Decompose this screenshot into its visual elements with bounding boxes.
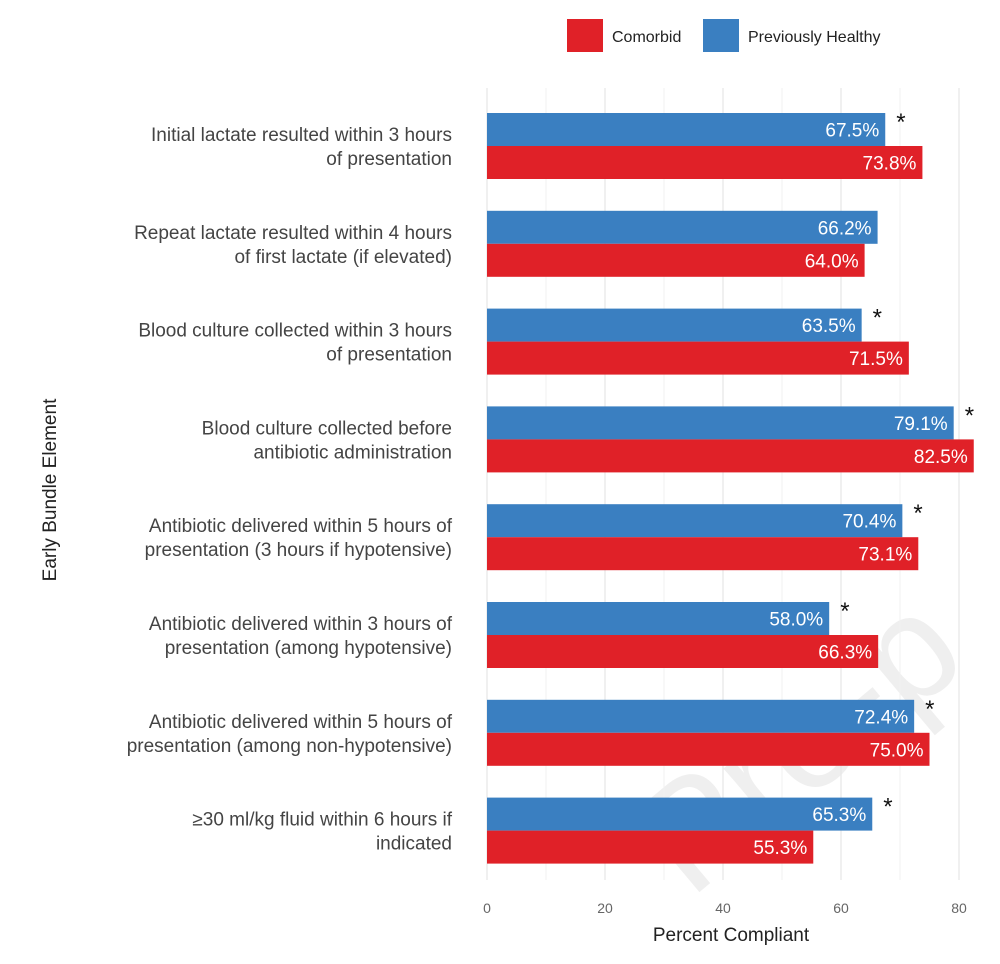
bar-previously-healthy (487, 699, 915, 733)
category-label: ≥30 ml/kg fluid within 6 hours if indicat… (192, 810, 452, 855)
significance-star: * (896, 109, 905, 136)
significance-star: * (965, 402, 974, 429)
bar-previously-healthy (487, 406, 954, 440)
x-tick-label: 60 (833, 900, 849, 916)
bar-comorbid (487, 537, 919, 571)
bar-comorbid (487, 830, 814, 864)
category-label: Antibiotic delivered within 5 hours of pr… (127, 712, 453, 757)
y-axis-title: Early Bundle Element (40, 398, 61, 581)
data-label: 66.2% (818, 218, 872, 239)
bar-previously-healthy (487, 797, 873, 831)
data-label: 70.4% (842, 512, 896, 533)
bar-comorbid (487, 732, 930, 766)
legend-swatch-comorbid (567, 19, 603, 52)
category-label: Antibiotic delivered within 5 hours of pr… (145, 516, 453, 561)
category-label: Repeat lactate resulted within 4 hours of… (134, 223, 452, 268)
bar-previously-healthy (487, 308, 862, 342)
legend-label-comorbid: Comorbid (612, 29, 681, 46)
bar-previously-healthy (487, 113, 886, 146)
x-axis-title: Percent Compliant (653, 925, 810, 946)
data-label: 67.5% (825, 121, 879, 142)
bar-comorbid (487, 146, 923, 179)
category-label: Blood culture collected within 3 hours of… (138, 321, 452, 366)
significance-star: * (873, 305, 882, 332)
data-label: 63.5% (802, 316, 856, 337)
data-label: 66.3% (818, 643, 872, 664)
data-label: 79.1% (894, 414, 948, 435)
category-label: Antibiotic delivered within 3 hours of pr… (149, 614, 453, 659)
x-tick-label: 0 (483, 900, 491, 916)
category-label: Blood culture collected before antibiotic… (202, 418, 452, 463)
x-tick-label: 80 (951, 900, 967, 916)
data-label: 73.1% (858, 545, 912, 566)
data-label: 65.3% (812, 805, 866, 826)
bar-comorbid (487, 341, 909, 375)
significance-star: * (840, 598, 849, 625)
legend-label-previously-healthy: Previously Healthy (748, 29, 881, 46)
data-label: 55.3% (753, 838, 807, 859)
data-label: 58.0% (769, 610, 823, 631)
category-label: Initial lactate resulted within 3 hours o… (151, 125, 452, 170)
bar-previously-healthy (487, 504, 903, 538)
bar-comorbid (487, 243, 865, 277)
bar-comorbid (487, 439, 974, 473)
significance-star: * (925, 696, 934, 723)
data-label: 73.8% (863, 154, 917, 175)
legend-swatch-previously-healthy (703, 19, 739, 52)
bar-previously-healthy (487, 210, 878, 244)
data-label: 71.5% (849, 349, 903, 370)
data-label: 64.0% (805, 251, 859, 272)
data-label: 82.5% (914, 447, 968, 468)
bar-previously-healthy (487, 602, 830, 635)
data-label: 72.4% (854, 707, 908, 728)
significance-star: * (913, 500, 922, 527)
x-tick-label: 20 (597, 900, 613, 916)
x-tick-label: 40 (715, 900, 731, 916)
significance-star: * (883, 794, 892, 821)
data-label: 75.0% (870, 740, 924, 761)
bar-comorbid (487, 635, 879, 668)
